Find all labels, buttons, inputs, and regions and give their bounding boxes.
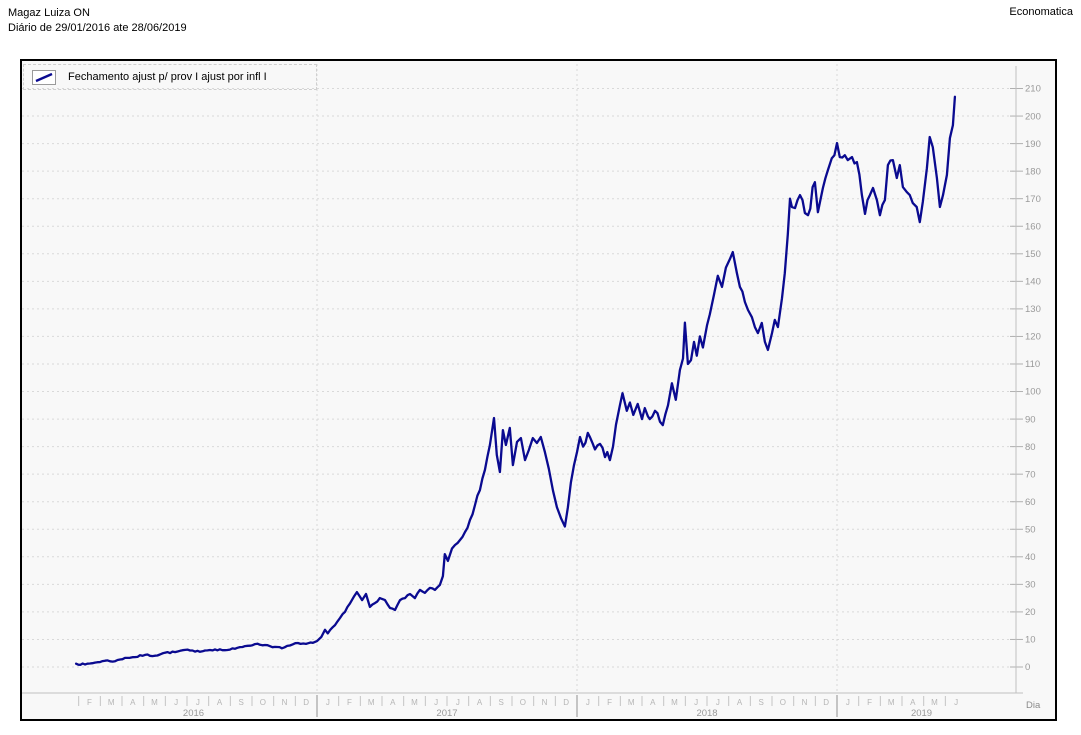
svg-text:D: D	[563, 698, 569, 707]
svg-text:J: J	[846, 698, 850, 707]
svg-text:M: M	[368, 698, 375, 707]
svg-text:2019: 2019	[911, 708, 932, 719]
svg-text:S: S	[238, 698, 243, 707]
svg-text:M: M	[151, 698, 158, 707]
svg-text:O: O	[520, 698, 526, 707]
svg-text:J: J	[694, 698, 698, 707]
svg-text:170: 170	[1025, 194, 1041, 205]
svg-text:D: D	[823, 698, 829, 707]
svg-text:M: M	[411, 698, 418, 707]
svg-text:M: M	[628, 698, 635, 707]
svg-text:80: 80	[1025, 442, 1036, 453]
price-chart: 0 10 20 30 40 50 60 70 80 90 100 110 120 130 140 150 160…	[22, 64, 1041, 719]
svg-text:160: 160	[1025, 221, 1041, 232]
svg-text:A: A	[217, 698, 223, 707]
svg-text:180: 180	[1025, 166, 1041, 177]
svg-text:J: J	[716, 698, 720, 707]
svg-text:S: S	[759, 698, 764, 707]
svg-text:F: F	[607, 698, 612, 707]
svg-text:J: J	[434, 698, 438, 707]
svg-text:M: M	[931, 698, 938, 707]
svg-text:130: 130	[1025, 304, 1041, 315]
svg-text:J: J	[954, 698, 958, 707]
svg-text:N: N	[542, 698, 548, 707]
x-axis-unit-label: Dia	[1026, 700, 1041, 711]
svg-text:50: 50	[1025, 524, 1036, 535]
svg-text:J: J	[196, 698, 200, 707]
svg-text:190: 190	[1025, 139, 1041, 150]
svg-text:F: F	[867, 698, 872, 707]
svg-text:S: S	[499, 698, 504, 707]
svg-text:20: 20	[1025, 607, 1036, 618]
svg-text:F: F	[87, 698, 92, 707]
svg-text:M: M	[671, 698, 678, 707]
svg-text:M: M	[888, 698, 895, 707]
svg-text:J: J	[174, 698, 178, 707]
svg-text:M: M	[108, 698, 115, 707]
legend: Fechamento ajust p/ prov I ajust por inf…	[23, 64, 317, 90]
svg-text:A: A	[650, 698, 656, 707]
svg-text:210: 210	[1025, 84, 1041, 95]
svg-text:200: 200	[1025, 111, 1041, 122]
legend-label: Fechamento ajust p/ prov I ajust por inf…	[68, 71, 267, 83]
svg-text:J: J	[326, 698, 330, 707]
svg-text:O: O	[780, 698, 786, 707]
svg-text:J: J	[586, 698, 590, 707]
svg-text:120: 120	[1025, 332, 1041, 343]
svg-text:O: O	[260, 698, 266, 707]
svg-text:100: 100	[1025, 387, 1041, 398]
svg-text:150: 150	[1025, 249, 1041, 260]
svg-text:140: 140	[1025, 277, 1041, 288]
svg-text:90: 90	[1025, 414, 1036, 425]
svg-text:2016: 2016	[183, 708, 204, 719]
svg-text:N: N	[802, 698, 808, 707]
svg-text:A: A	[910, 698, 916, 707]
svg-text:A: A	[737, 698, 743, 707]
svg-text:A: A	[390, 698, 396, 707]
svg-text:30: 30	[1025, 580, 1036, 591]
svg-text:60: 60	[1025, 497, 1036, 508]
svg-text:A: A	[130, 698, 136, 707]
svg-text:2018: 2018	[696, 708, 717, 719]
svg-text:J: J	[456, 698, 460, 707]
date-range-subtitle: Diário de 29/01/2016 ate 28/06/2019	[8, 22, 187, 34]
line-series-swatch-icon	[32, 69, 56, 85]
svg-text:10: 10	[1025, 635, 1036, 646]
svg-text:F: F	[347, 698, 352, 707]
chart-header: Magaz Luiza ON Diário de 29/01/2016 ate …	[8, 6, 187, 36]
svg-text:0: 0	[1025, 662, 1030, 673]
svg-text:A: A	[477, 698, 483, 707]
svg-text:110: 110	[1025, 359, 1040, 370]
svg-text:D: D	[303, 698, 309, 707]
svg-text:N: N	[282, 698, 288, 707]
svg-text:2017: 2017	[436, 708, 457, 719]
brand-label: Economatica	[1009, 6, 1073, 18]
svg-text:70: 70	[1025, 469, 1036, 480]
svg-text:40: 40	[1025, 552, 1036, 563]
chart-frame: 0 10 20 30 40 50 60 70 80 90 100 110 120 130 140 150 160…	[20, 59, 1057, 721]
page-title: Magaz Luiza ON	[8, 7, 90, 19]
